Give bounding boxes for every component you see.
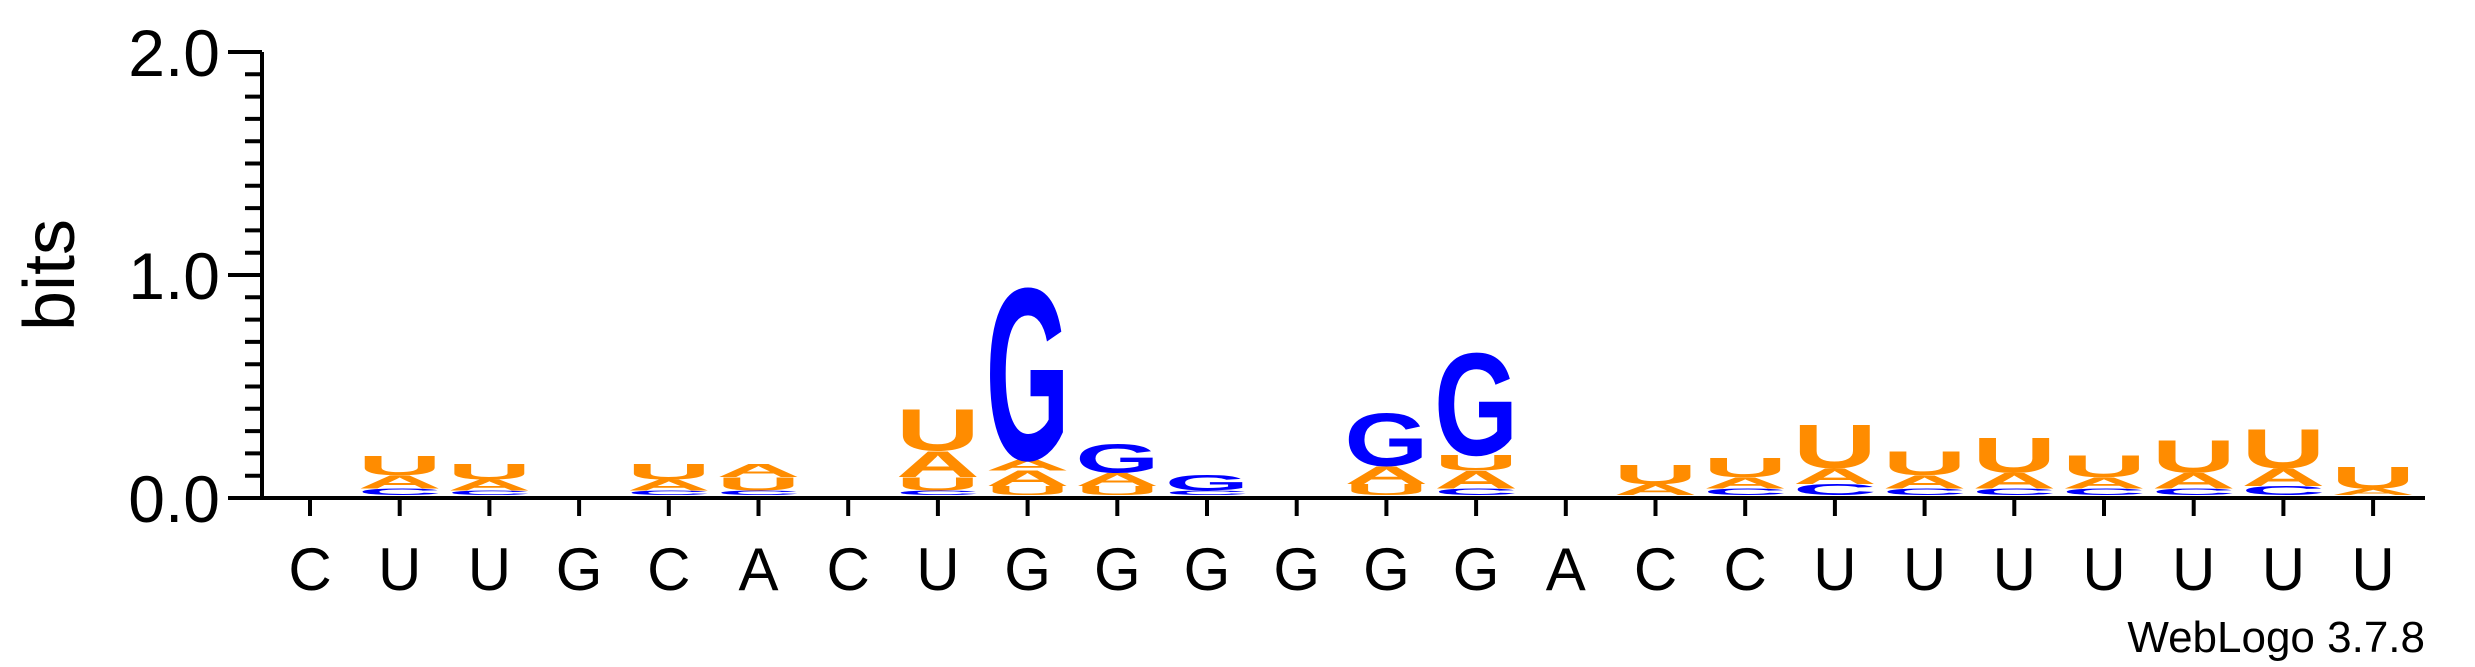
logo-letter-a: A [717,460,801,481]
logo-letter-u: U [1972,428,2056,484]
footer-version: WebLogo 3.7.8 [2127,613,2425,662]
logo-letter-g: G [1434,324,1518,487]
x-tick-label: U [1813,536,1856,603]
logo-letter-c: C [896,489,980,496]
logo-letter-c: C [2241,484,2325,498]
logo-letter-u: U [896,397,980,464]
logo-letter-u: U [627,460,711,484]
x-tick-label: C [827,536,870,603]
logo-letter-c: C [447,489,531,496]
logo-letter-a: A [1434,466,1518,494]
logo-letter-a: A [447,476,531,493]
logo-letter-u: U [1703,452,1787,483]
logo-letter-u: U [2062,449,2146,484]
logo-letter-u: U [447,460,531,484]
x-tick-label: U [2082,536,2125,603]
x-tick-label: G [1094,536,1141,603]
logo-letter-a: A [1883,471,1967,492]
logo-letter-c: C [716,489,800,496]
x-tick-label: G [1004,536,1051,603]
logo-letter-c: C [1165,489,1249,496]
logo-letter-u: U [358,449,442,480]
logo-letter-c: C [1434,487,1518,497]
x-tick-label: U [2262,536,2305,603]
logo-letter-u: U [1434,451,1518,475]
logo-letter-c: C [358,487,442,497]
logo-letter-u: U [986,484,1070,498]
logo-letter-c: C [627,489,711,496]
logo-letter-a: A [627,476,711,493]
x-tick-label: G [1453,536,1500,603]
logo-letter-c: C [1703,487,1787,497]
logo-letter-a: A [1972,469,2056,493]
x-tick-label: G [1363,536,1410,603]
logo-letter-c: C [1793,481,1877,498]
x-tick-label: U [916,536,959,603]
x-tick-label: A [1546,536,1586,603]
logo-letter-u: U [1075,484,1159,498]
logo-letter-a: A [358,471,442,492]
logo-letter-u: U [896,474,980,495]
logo-letter-u: U [1793,412,1877,481]
x-tick-label: A [738,536,778,603]
logo-letter-u: U [2241,418,2325,481]
y-tick-label: 0.0 [128,462,220,536]
logo-letter-c: C [2062,487,2146,497]
logo-letter-a: A [986,466,1070,490]
y-axis: 0.0 1.0 2.0 [128,16,264,536]
x-tick-label: G [1273,536,1320,603]
logo-letter-c: C [1883,487,1967,497]
logo-letter-a: A [1793,464,1877,488]
logo-letter-g: G [1165,471,1249,496]
logo-letter-a: A [2062,474,2146,491]
x-tick-label: U [2351,536,2394,603]
logo-letter-a: A [1075,469,1159,490]
logo-letter-a: A [2241,464,2325,492]
x-tick-label: G [556,536,603,603]
logo-letter-a: A [1703,474,1787,491]
x-tick-label: U [468,536,511,603]
logo-letter-g: G [986,238,1070,513]
logo-letter-u: U [1614,458,1698,489]
logo-letter-a: A [1344,461,1428,489]
logo-letter-c: C [1972,487,2056,497]
logo-letter-a: A [2152,469,2236,493]
x-tick-label: C [1634,536,1677,603]
logo-letter-u: U [717,474,801,495]
y-axis-label: bits [10,219,90,331]
y-tick-label: 1.0 [128,239,220,313]
x-tick-label: U [1903,536,1946,603]
logo-letter-a: A [2331,487,2415,497]
logo-letter-u: U [2152,431,2236,483]
x-tick-label: U [1993,536,2036,603]
logo-letter-u: U [1344,481,1428,498]
logo-letter-a: A [896,444,980,486]
logo-letter-a: A [986,456,1070,473]
y-tick-label: 2.0 [128,16,220,90]
x-tick-label: U [2172,536,2215,603]
x-tick-label: C [1724,536,1767,603]
logo-letter-u: U [2331,461,2415,496]
x-tick-label: U [378,536,421,603]
logo-letter-u: U [1883,444,1967,482]
x-tick-label: G [1184,536,1231,603]
logo-letter-g: G [1344,398,1428,482]
x-tick-label: C [647,536,690,603]
logo-letter-a: A [1614,481,1698,498]
logo-letter-c: C [2152,487,2236,497]
logo-letter-g: G [1075,436,1159,481]
x-tick-label: C [288,536,331,603]
